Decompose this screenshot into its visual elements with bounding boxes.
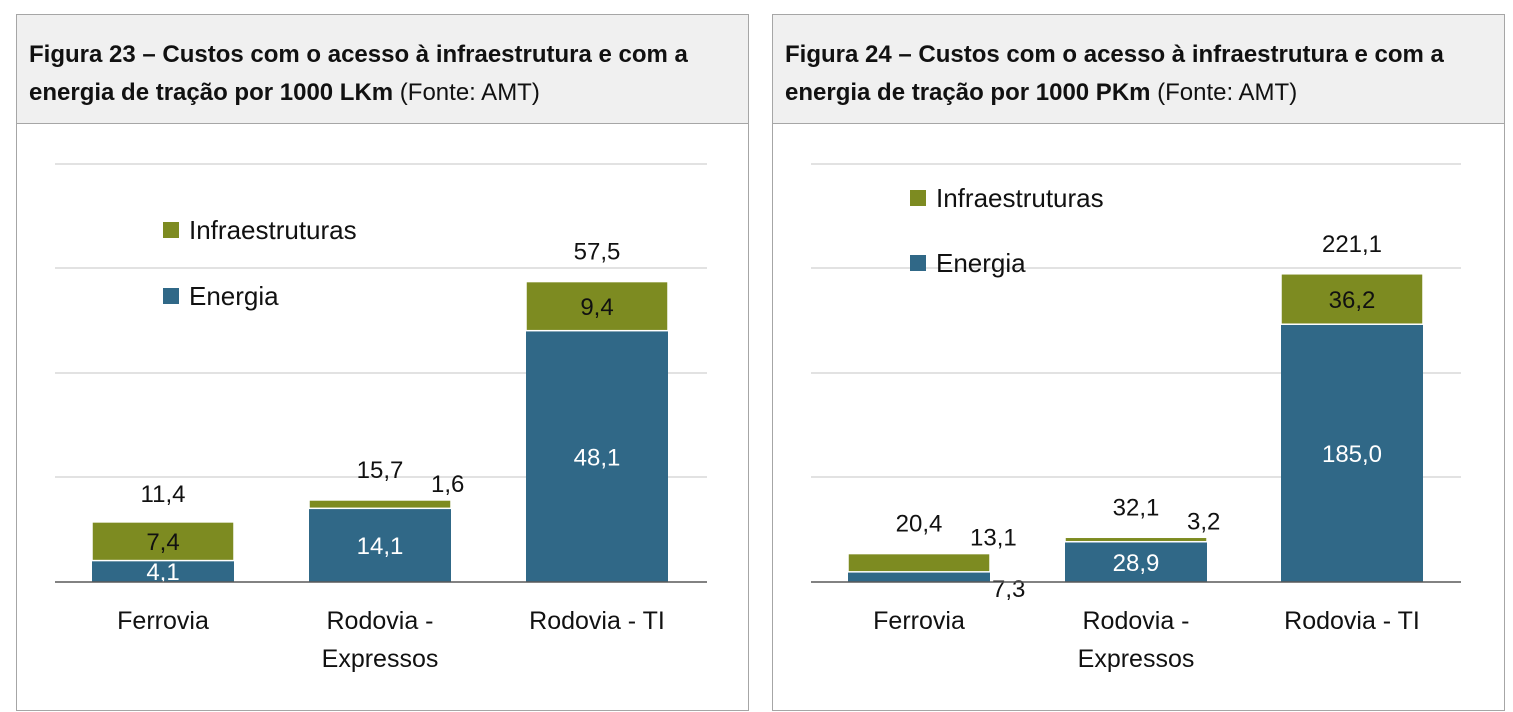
x-tick-label: Expressos <box>1078 645 1195 673</box>
legend-swatch <box>910 255 926 271</box>
caption-title: Figura 23 – Custos com o acesso à infrae… <box>29 41 688 106</box>
x-tick-label: Ferrovia <box>873 607 965 635</box>
figure-24-panel: Figura 24 – Custos com o acesso à infrae… <box>772 14 1505 711</box>
bar-infraestruturas <box>847 552 991 573</box>
bar-energia <box>848 571 990 582</box>
data-label-infraestruturas: 13,1 <box>970 525 1017 552</box>
legend-swatch <box>910 190 926 206</box>
x-tick-label: Expressos <box>322 645 439 673</box>
bar-infraestruturas <box>1064 536 1208 543</box>
caption-source: (Fonte: AMT) <box>1150 79 1298 106</box>
data-label-infraestruturas: 3,2 <box>1187 508 1220 535</box>
x-tick-label: Rodovia - <box>1083 607 1190 635</box>
x-tick-label: Rodovia - TI <box>529 607 665 635</box>
legend-swatch <box>163 222 179 238</box>
data-label-infraestruturas: 1,6 <box>431 471 464 498</box>
caption-title: Figura 24 – Custos com o acesso à infrae… <box>785 41 1444 106</box>
bar-energia <box>92 560 234 582</box>
data-label-energia: 14,1 <box>357 533 404 560</box>
bar-energia <box>1281 324 1423 582</box>
bar-energia <box>526 330 668 582</box>
data-label-total: 20,4 <box>896 511 943 538</box>
data-label-energia: 185,0 <box>1322 441 1382 468</box>
x-tick-label: Rodovia - <box>327 607 434 635</box>
data-label-energia: 7,3 <box>992 576 1025 603</box>
legend-label: Infraestruturas <box>189 215 357 245</box>
bar-energia <box>309 508 451 582</box>
x-tick-label: Ferrovia <box>117 607 209 635</box>
bar-infraestruturas <box>525 280 669 332</box>
data-label-total: 11,4 <box>141 481 186 508</box>
x-tick-label: Rodovia - TI <box>1284 607 1420 635</box>
data-label-infraestruturas: 9,4 <box>580 294 613 321</box>
bar-energia <box>1065 541 1207 582</box>
bar-infraestruturas <box>308 499 452 510</box>
legend-swatch <box>163 288 179 304</box>
data-label-infraestruturas: 7,4 <box>146 529 179 556</box>
data-label-total: 57,5 <box>574 239 621 266</box>
bar-infraestruturas <box>1280 273 1424 325</box>
data-label-total: 221,1 <box>1322 231 1382 258</box>
data-label-total: 32,1 <box>1113 494 1160 521</box>
bar-infraestruturas <box>91 521 235 562</box>
figure-caption: Figura 23 – Custos com o acesso à infrae… <box>17 15 748 124</box>
figure-23-panel: Figura 23 – Custos com o acesso à infrae… <box>16 14 749 711</box>
legend-label: Energia <box>189 281 279 311</box>
data-label-energia: 28,9 <box>1113 550 1160 577</box>
data-label-total: 15,7 <box>357 457 404 484</box>
caption-source: (Fonte: AMT) <box>393 79 540 106</box>
data-label-infraestruturas: 36,2 <box>1329 287 1376 314</box>
chart-24: 7,3 13,1 20,4 Ferrovia 28,9 3,2 32,1 Rodovia - E… <box>811 163 1461 673</box>
legend-label: Infraestruturas <box>936 183 1104 213</box>
legend-label: Energia <box>936 248 1026 278</box>
data-label-energia: 48,1 <box>574 444 621 471</box>
figure-caption: Figura 24 – Custos com o acesso à infrae… <box>773 15 1504 124</box>
